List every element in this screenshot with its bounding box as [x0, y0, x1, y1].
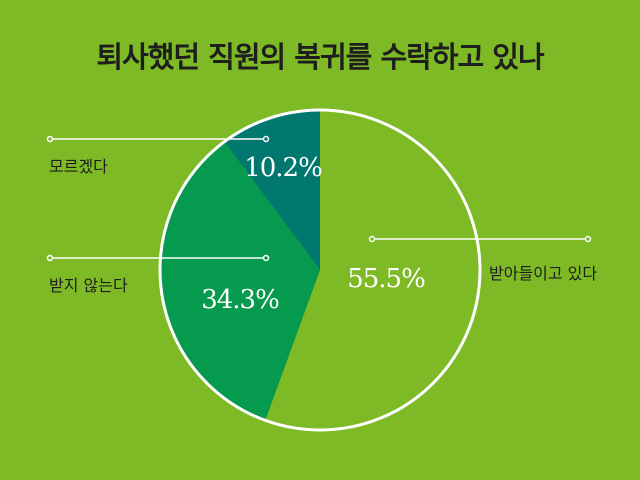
- label-accept: 받아들이고 있다: [489, 264, 598, 283]
- leader-line-unknown: [46, 135, 270, 143]
- pct-unknown: 10.2%: [244, 153, 322, 183]
- pie-outline: [158, 108, 482, 432]
- leader-line-accept: [368, 235, 592, 243]
- slice-reject: [159, 141, 320, 421]
- slice-unknown: [224, 109, 320, 270]
- label-reject: 받지 않는다: [49, 276, 128, 295]
- slice-accept: [265, 110, 480, 430]
- leader-line-reject: [46, 254, 270, 262]
- chart-title: 퇴사했던 직원의 복귀를 수락하고 있나: [96, 40, 544, 74]
- pct-accept: 55.5%: [347, 264, 425, 294]
- pct-reject: 34.3%: [201, 285, 279, 315]
- label-unknown: 모르겠다: [49, 157, 108, 176]
